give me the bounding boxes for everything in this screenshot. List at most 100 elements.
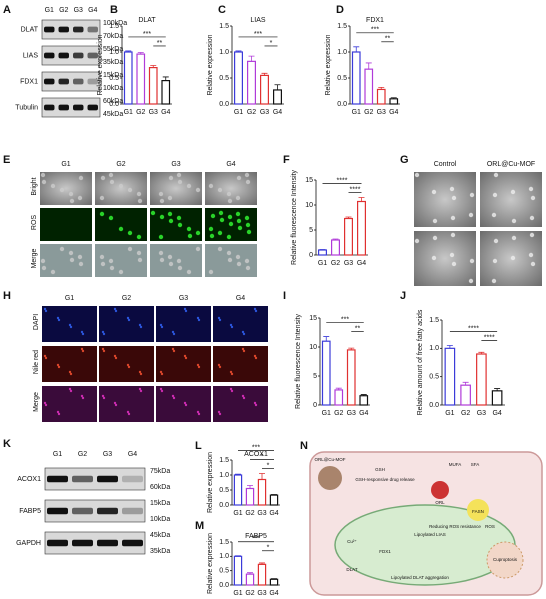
cell-dot <box>217 246 223 252</box>
cell-dot <box>492 258 498 264</box>
cell-dot <box>217 316 221 320</box>
blot-band <box>58 26 69 33</box>
cell-dot <box>59 246 65 252</box>
y-tick-label: 1.5 <box>429 317 439 324</box>
micrograph <box>42 346 97 382</box>
cell-dot <box>68 191 74 197</box>
cell-dot <box>41 179 47 185</box>
cell-dot <box>218 365 222 369</box>
cell-dot <box>529 232 535 238</box>
panel-letter: B <box>110 4 118 16</box>
cell-dot <box>114 309 118 313</box>
cell-dot <box>68 387 72 391</box>
cell-dot <box>113 307 117 311</box>
x-tick-label: G3 <box>257 510 266 517</box>
blot-strip <box>41 19 101 40</box>
panel-letter: M <box>195 520 204 532</box>
cell-dot <box>118 183 124 189</box>
cell-dot <box>244 172 250 178</box>
chart-title: FABP5 <box>245 533 267 540</box>
blot-label: FDX1 <box>20 78 38 85</box>
cell-dot <box>219 217 225 223</box>
y-axis-label: Relative expression <box>325 34 332 95</box>
panel-letter: G <box>400 154 409 166</box>
x-tick-label: G1 <box>318 260 327 267</box>
cell-dot <box>451 195 457 201</box>
cell-dot <box>414 172 420 178</box>
cell-dot <box>183 307 187 311</box>
y-tick-label: 0.5 <box>109 75 119 82</box>
blot-label: Tubulin <box>15 104 38 111</box>
y-tick-label: 10 <box>305 202 313 209</box>
panel-letter: K <box>3 438 11 450</box>
x-tick-label: G1 <box>233 590 242 597</box>
error-bar <box>261 72 268 76</box>
cell-dot <box>236 261 242 267</box>
cell-dot <box>126 410 130 414</box>
micrograph <box>156 386 211 422</box>
cell-dot <box>469 192 475 198</box>
cell-dot <box>196 316 200 320</box>
blot-label: ACOX1 <box>17 476 41 483</box>
error-bar <box>335 387 342 390</box>
cell-dot <box>183 354 187 358</box>
x-tick-label: G3 <box>377 109 386 116</box>
cell-dot <box>171 347 175 351</box>
bar <box>334 389 344 406</box>
error-bar <box>247 485 253 489</box>
cell-dot <box>217 410 221 414</box>
column-label: G1 <box>65 295 74 302</box>
bar <box>346 349 356 406</box>
chart-title: LIAS <box>250 17 266 24</box>
panel-letter: C <box>218 4 226 16</box>
cell-dot <box>176 258 182 264</box>
cell-dot <box>237 225 243 231</box>
cell-dot <box>241 347 245 351</box>
column-label: G3 <box>179 295 188 302</box>
cell-dot <box>159 257 165 263</box>
row-label: Merge <box>33 392 40 412</box>
cell-dot <box>208 183 214 189</box>
cell-dot <box>177 179 183 185</box>
cell-dot <box>242 349 246 353</box>
cell-dot <box>253 307 257 311</box>
cell-dot <box>56 410 60 414</box>
y-tick-label: 0.0 <box>219 101 229 108</box>
micrograph <box>414 172 476 227</box>
x-tick-label: G3 <box>260 109 269 116</box>
cell-dot <box>254 309 258 313</box>
x-tick-label: G3 <box>149 109 158 116</box>
cell-dot <box>126 363 130 367</box>
cell-dot <box>184 309 188 313</box>
cell-dot <box>68 323 72 327</box>
cell-dot <box>159 370 163 374</box>
diagram-label: GSH-responsive drug release <box>355 477 415 482</box>
cell-dot <box>208 226 214 232</box>
cell-dot <box>102 349 106 353</box>
cell-dot <box>56 363 60 367</box>
panel-letter: L <box>195 440 202 452</box>
x-tick-label: G4 <box>161 109 170 116</box>
cell-dot <box>229 370 233 374</box>
cell-dot <box>230 372 234 376</box>
cell-dot <box>136 191 142 197</box>
chart-title: ACOX1 <box>244 451 268 458</box>
cell-dot <box>229 323 233 327</box>
bar <box>233 555 243 586</box>
cell-dot <box>196 363 200 367</box>
cell-dot <box>158 250 164 256</box>
cell-dot <box>510 255 516 261</box>
micrograph <box>150 244 202 277</box>
y-tick-label: 0.0 <box>429 402 439 409</box>
cell-dot <box>50 269 56 275</box>
column-label: G2 <box>116 161 125 168</box>
y-tick-label: 1.0 <box>337 49 347 56</box>
x-tick-label: G4 <box>389 109 398 116</box>
blot-band <box>97 539 118 547</box>
error-bar <box>345 216 352 219</box>
blot-band <box>58 52 69 59</box>
lane-label: G3 <box>74 7 83 14</box>
cell-dot <box>468 278 474 284</box>
column-label: G1 <box>61 161 70 168</box>
micrograph <box>40 208 92 241</box>
